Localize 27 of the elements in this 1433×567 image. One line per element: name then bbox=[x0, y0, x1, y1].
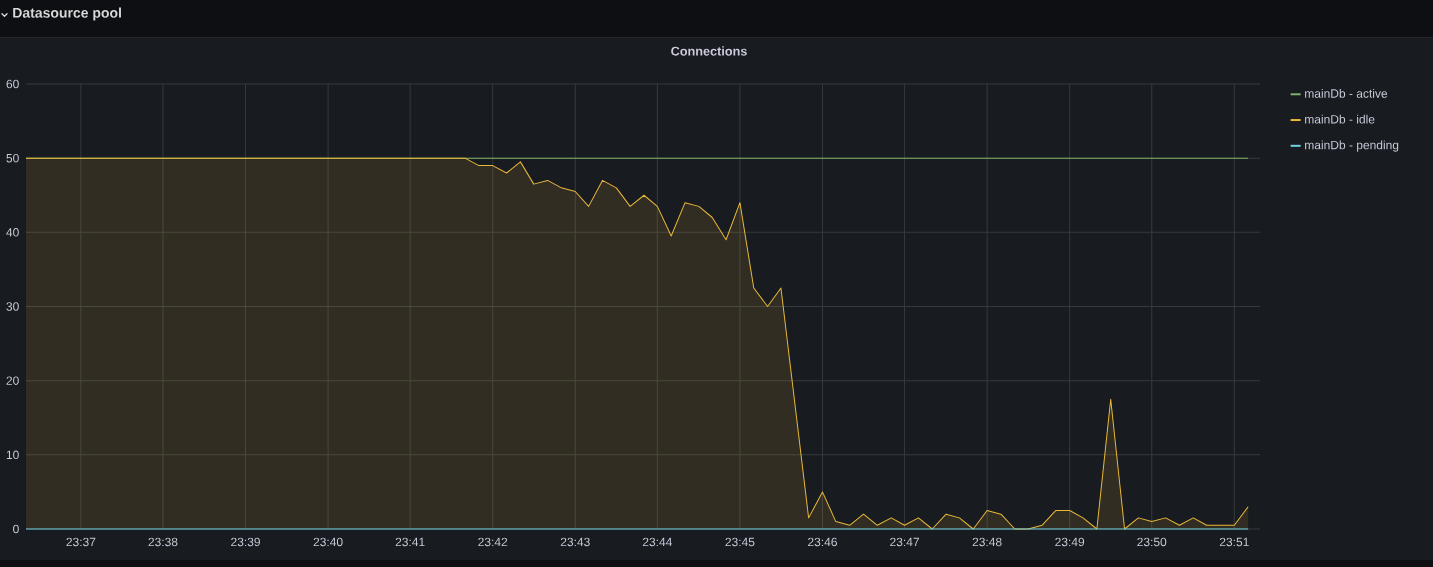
x-tick-label: 23:43 bbox=[560, 537, 590, 547]
y-tick-label: 50 bbox=[6, 153, 19, 163]
x-tick-label: 23:37 bbox=[66, 537, 96, 547]
y-tick-label: 30 bbox=[6, 302, 19, 311]
x-tick-label: 23:40 bbox=[313, 537, 343, 547]
x-tick-label: 23:48 bbox=[972, 537, 1002, 547]
x-tick-label: 23:42 bbox=[478, 537, 508, 547]
x-tick-label: 23:46 bbox=[808, 537, 837, 547]
x-tick-label: 23:45 bbox=[725, 537, 755, 547]
x-tick-label: 23:41 bbox=[395, 537, 425, 547]
x-tick-label: 23:51 bbox=[1219, 537, 1249, 547]
x-tick-label: 23:49 bbox=[1055, 537, 1085, 547]
x-tick-label: 23:47 bbox=[890, 537, 919, 547]
x-tick-label: 23:44 bbox=[642, 537, 672, 547]
chart-subtitle: Connections bbox=[671, 46, 747, 56]
y-tick-label: 10 bbox=[6, 450, 19, 460]
y-tick-label: 0 bbox=[13, 524, 19, 534]
legend-label: mainDb - active bbox=[1305, 88, 1388, 98]
x-tick-label: 23:50 bbox=[1137, 537, 1167, 547]
y-tick-label: 20 bbox=[6, 376, 19, 385]
x-tick-label: 23:38 bbox=[148, 537, 178, 547]
y-tick-label: 60 bbox=[6, 79, 19, 89]
y-tick-label: 40 bbox=[6, 228, 19, 237]
chart-title: Datasource pool bbox=[13, 7, 121, 21]
legend-label: mainDb - idle bbox=[1305, 114, 1375, 124]
legend-label: mainDb - pending bbox=[1305, 140, 1399, 152]
x-tick-label: 23:39 bbox=[231, 537, 260, 547]
